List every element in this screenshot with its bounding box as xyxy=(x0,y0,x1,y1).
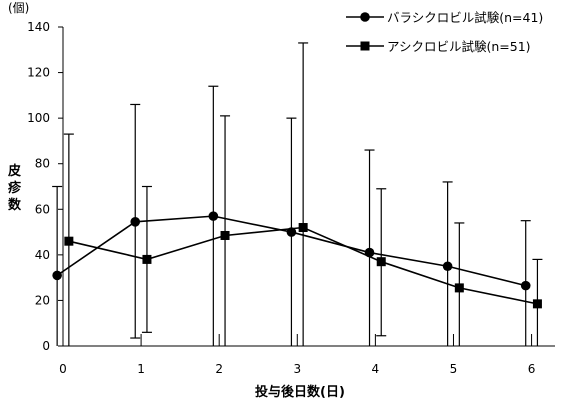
data-point-valacyclovir xyxy=(52,270,62,281)
x-tick-label: 4 xyxy=(372,362,380,376)
y-unit-label: (個) xyxy=(8,1,29,15)
data-point-acyclovir xyxy=(142,254,152,264)
y-axis-label-char: 皮 xyxy=(7,163,21,179)
legend-entry-valacyclovir: バラシクロビル試験(n=41) xyxy=(346,10,543,25)
x-tick-label: 1 xyxy=(137,362,145,376)
data-point-acyclovir xyxy=(220,230,230,240)
x-tick-label: 5 xyxy=(450,362,458,376)
legend-label-acyclovir: アシクロビル試験(n=51) xyxy=(387,39,531,54)
error-bars xyxy=(52,42,543,346)
data-point-valacyclovir xyxy=(442,261,453,272)
legend: バラシクロビル試験(n=41) アシクロビル試験(n=51) xyxy=(346,10,543,54)
x-axis-label: 投与後日数(日) xyxy=(255,384,345,400)
data-point-valacyclovir xyxy=(520,280,531,291)
x-tick-label: 6 xyxy=(528,362,536,376)
y-axis-label-char: 疹 xyxy=(8,180,22,196)
y-axis-label-char: 数 xyxy=(8,197,22,213)
data-point-acyclovir xyxy=(454,283,464,293)
y-tick-label: 60 xyxy=(35,202,50,216)
legend-marker-square xyxy=(360,41,370,51)
x-tick-label: 2 xyxy=(215,362,223,376)
y-tick-label: 20 xyxy=(35,293,50,307)
y-tick-label: 80 xyxy=(35,157,50,171)
series-group xyxy=(52,211,542,309)
y-tick-label: 40 xyxy=(35,248,50,262)
data-point-acyclovir xyxy=(298,223,308,233)
x-tick-label: 3 xyxy=(293,362,301,376)
legend-entry-acyclovir: アシクロビル試験(n=51) xyxy=(346,39,531,54)
y-tick-label: 100 xyxy=(27,111,50,125)
data-point-acyclovir xyxy=(64,236,74,246)
data-point-acyclovir xyxy=(376,257,386,267)
data-point-valacyclovir xyxy=(208,211,219,221)
tick-labels: 0 20 40 60 80 100 120 140 0 1 2 3 4 5 6 xyxy=(27,20,535,376)
data-point-valacyclovir xyxy=(130,217,141,227)
y-tick-label: 120 xyxy=(27,66,50,80)
axes xyxy=(58,26,555,347)
legend-marker-circle xyxy=(360,12,370,22)
y-tick-label: 140 xyxy=(27,20,50,34)
data-point-acyclovir xyxy=(532,299,542,309)
legend-label-valacyclovir: バラシクロビル試験(n=41) xyxy=(387,10,543,25)
y-tick-label: 0 xyxy=(42,339,50,353)
y-axis-label: 皮疹数 xyxy=(7,163,22,213)
x-tick-label: 0 xyxy=(59,362,67,376)
